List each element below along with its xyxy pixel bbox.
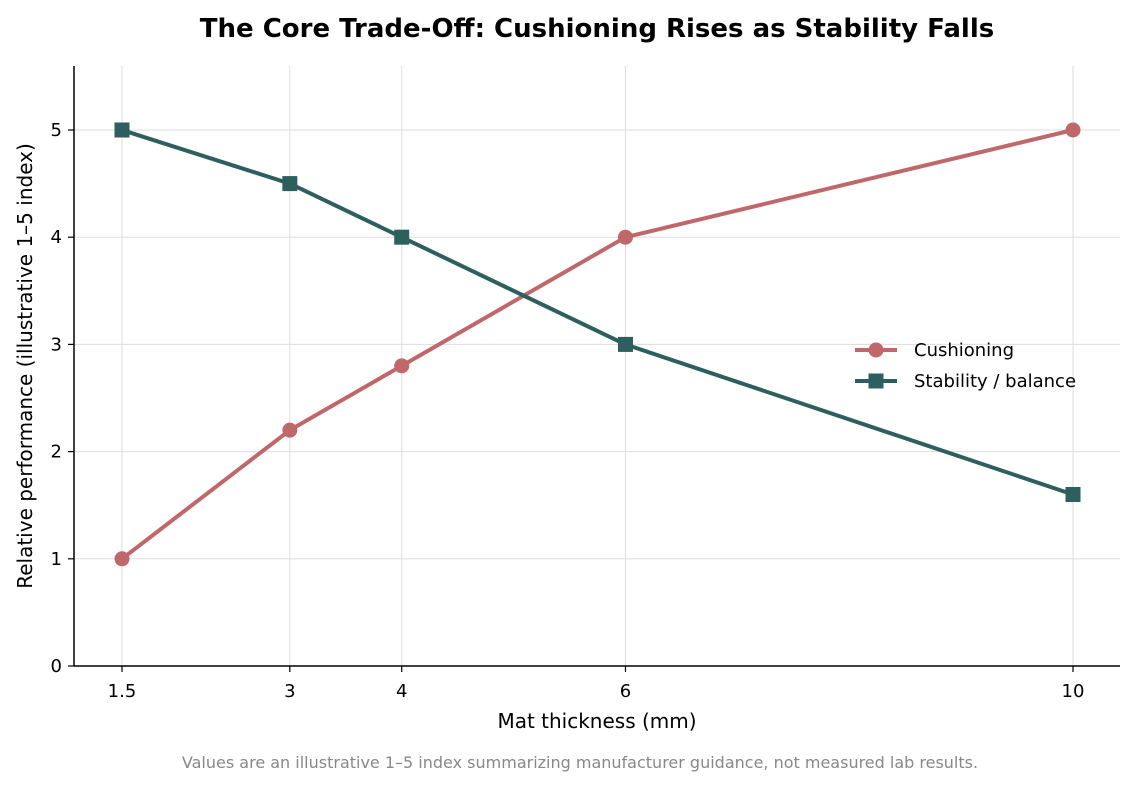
series-stability <box>114 122 1081 502</box>
series-cushioning <box>114 122 1081 567</box>
x-tick-label: 10 <box>1062 681 1085 702</box>
data-point <box>114 551 130 567</box>
y-tick-label: 0 <box>51 656 62 677</box>
y-tick-label: 1 <box>51 549 62 570</box>
data-point <box>394 229 410 245</box>
legend-marker <box>868 342 884 358</box>
y-tick-label: 4 <box>51 227 62 248</box>
legend-label: Stability / balance <box>914 371 1076 392</box>
data-point <box>114 122 130 138</box>
data-point <box>617 229 633 245</box>
legend-item: Stability / balance <box>855 371 1076 392</box>
data-point <box>617 336 633 352</box>
chart-title: The Core Trade-Off: Cushioning Rises as … <box>200 14 994 44</box>
series-line <box>120 128 1075 497</box>
x-tick-label: 4 <box>396 681 407 702</box>
data-point <box>1065 122 1081 138</box>
legend-label: Cushioning <box>914 340 1014 361</box>
x-tick-label: 3 <box>284 681 295 702</box>
legend-marker <box>868 373 884 389</box>
x-axis-ticks: 1.5 3 4 6 10 <box>108 666 1085 702</box>
y-axis-ticks: 0 1 2 3 4 5 <box>51 120 74 677</box>
y-axis-label: Relative performance (illustrative 1–5 i… <box>13 143 37 589</box>
y-tick-label: 2 <box>51 442 62 463</box>
x-axis-label: Mat thickness (mm) <box>497 709 696 733</box>
x-tick-label: 1.5 <box>108 681 137 702</box>
legend: Cushioning Stability / balance <box>855 340 1076 392</box>
data-point <box>394 358 410 374</box>
data-point <box>282 176 298 192</box>
series-layer <box>114 122 1081 567</box>
x-tick-label: 6 <box>620 681 631 702</box>
legend-item: Cushioning <box>855 340 1014 361</box>
grid <box>74 66 1120 666</box>
y-tick-label: 3 <box>51 334 62 355</box>
y-tick-label: 5 <box>51 120 62 141</box>
data-point <box>1065 486 1081 502</box>
data-point <box>282 422 298 438</box>
footnote: Values are an illustrative 1–5 index sum… <box>182 753 978 772</box>
